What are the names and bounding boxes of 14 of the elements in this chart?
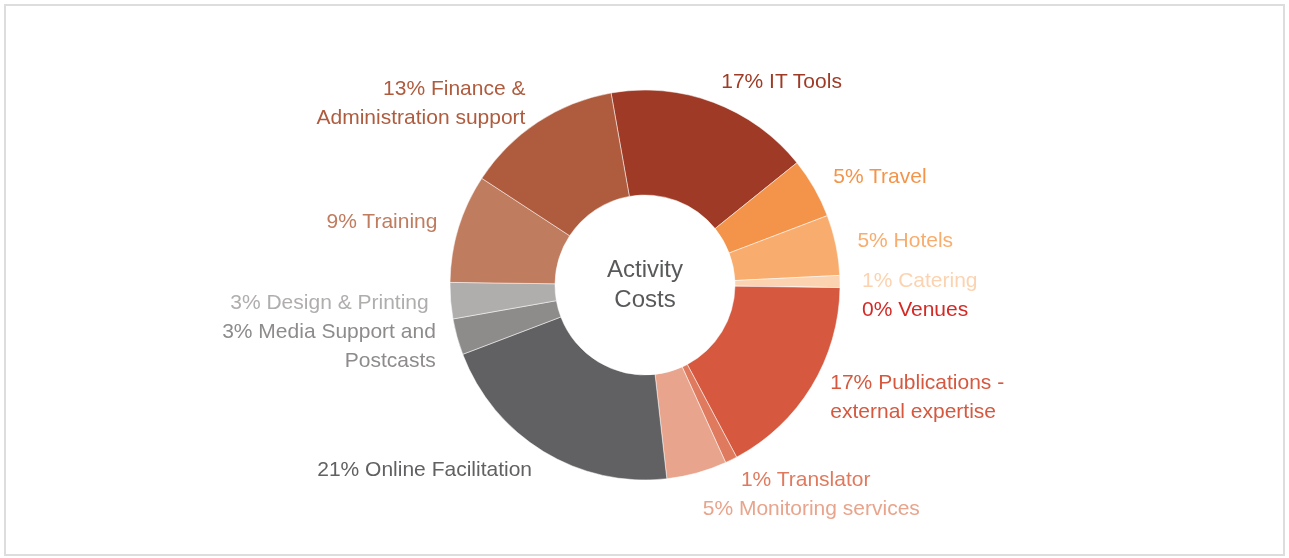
slice-label: 1% Catering bbox=[861, 267, 978, 291]
slice-label: 1% Translator bbox=[740, 466, 871, 490]
text: 0% Venues bbox=[861, 296, 969, 320]
slice-label: 3% Media Support and Postcasts bbox=[222, 318, 436, 371]
slice-label: 17% IT Tools bbox=[721, 68, 842, 92]
slice-label: 5% Travel bbox=[833, 163, 927, 187]
slice-label: 13% Finance & Administration support bbox=[316, 75, 526, 128]
slice-label: 17% Publications - external expertise bbox=[830, 370, 1005, 423]
slice-label: 9% Training bbox=[326, 208, 438, 232]
slice-label: 21% Online Facilitation bbox=[317, 456, 533, 480]
slice-label: 5% Hotels bbox=[857, 227, 954, 251]
text: Activity Costs bbox=[606, 255, 684, 313]
slice-label: 3% Design & Printing bbox=[230, 289, 429, 313]
slice-label: 5% Monitoring services bbox=[702, 495, 920, 519]
